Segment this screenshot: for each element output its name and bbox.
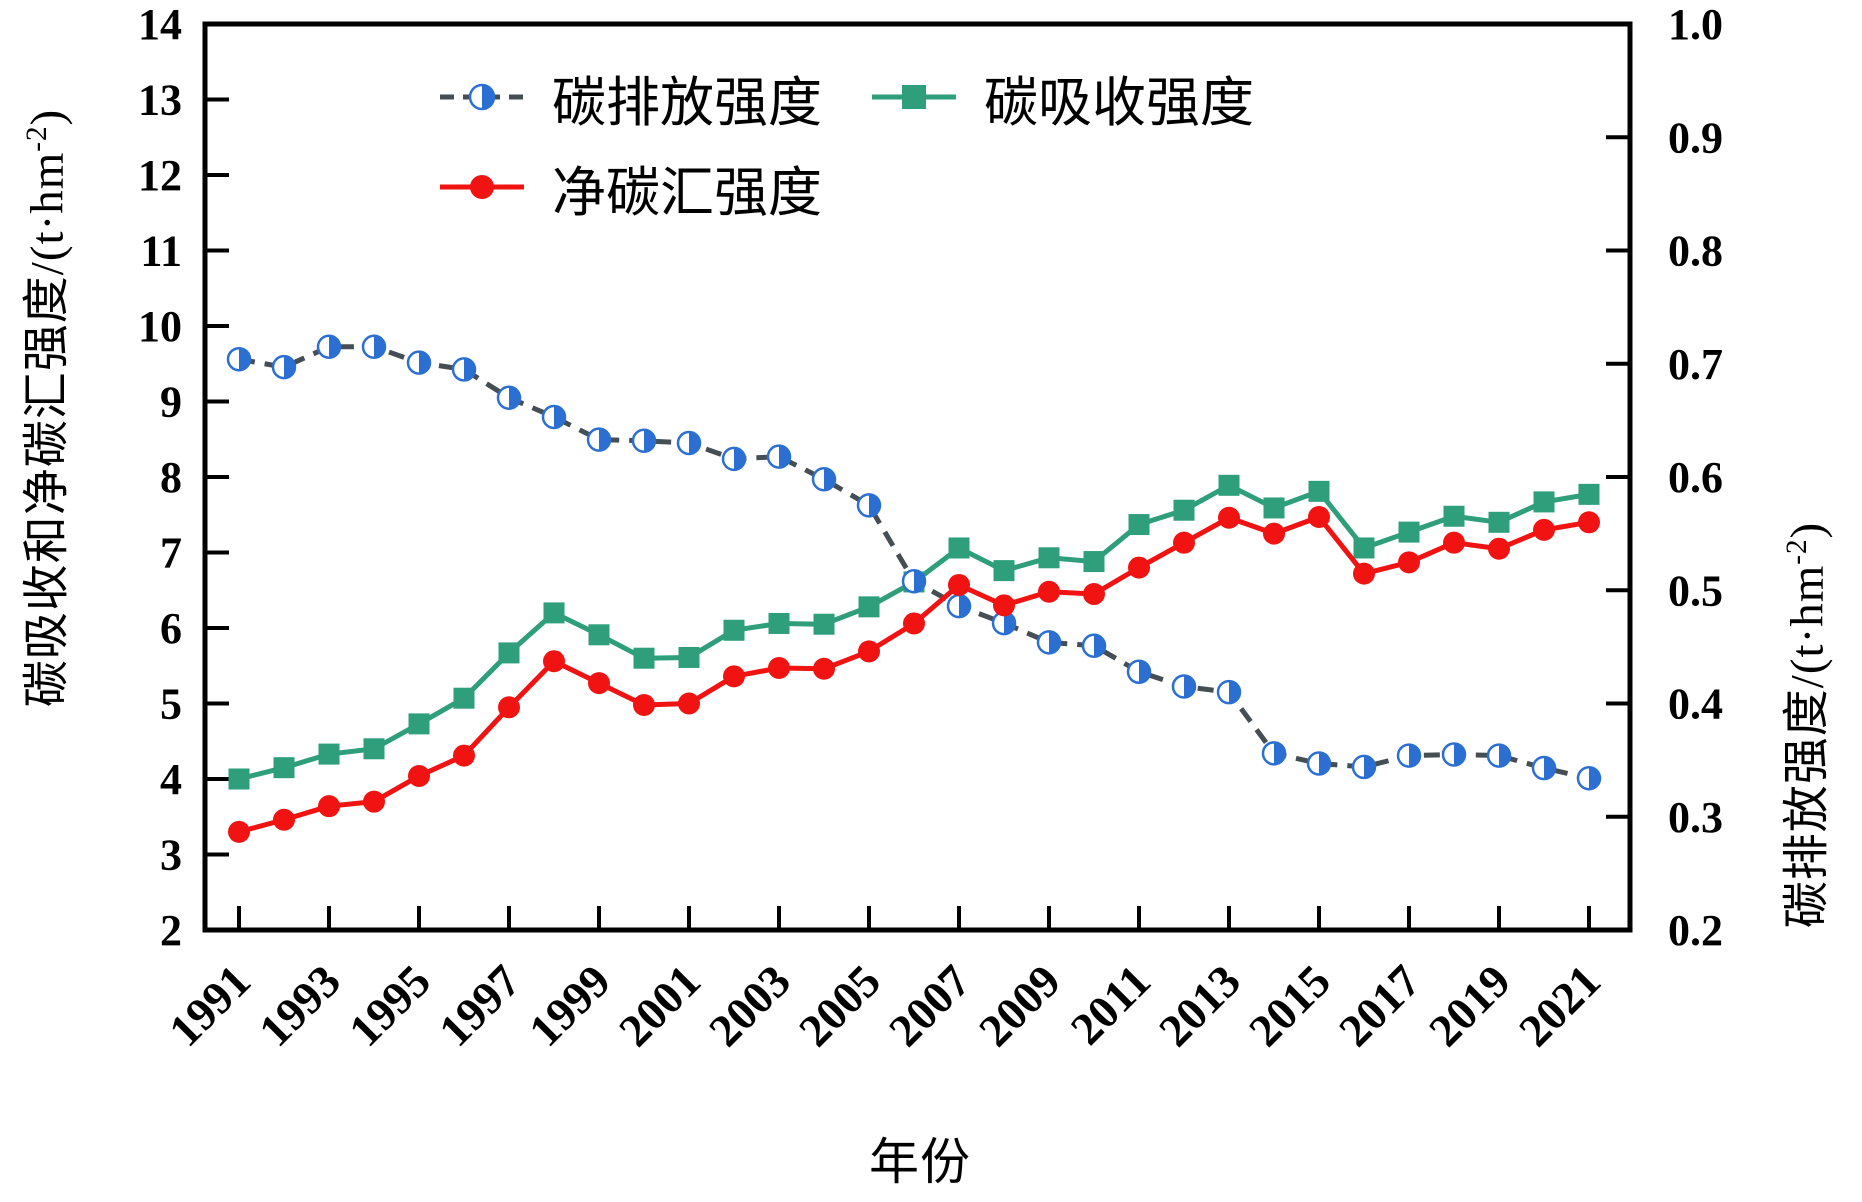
svg-text:2007: 2007 xyxy=(879,955,980,1056)
svg-text:2: 2 xyxy=(160,906,182,955)
svg-text:2011: 2011 xyxy=(1061,955,1160,1054)
svg-text:3: 3 xyxy=(160,831,182,880)
svg-text:1997: 1997 xyxy=(429,955,530,1056)
right-axis-title: 碳排放强度/(t·hm-2) xyxy=(1768,522,1837,928)
svg-text:0.7: 0.7 xyxy=(1668,340,1723,389)
legend-item-absorption-intensity: 碳吸收强度 xyxy=(872,66,1254,133)
legend-marker-absorption-square-icon xyxy=(872,85,956,109)
right-axis-title-text: 碳排放强度/(t·hm xyxy=(1781,564,1834,929)
svg-text:0.4: 0.4 xyxy=(1668,680,1723,729)
right-axis-title-close: ) xyxy=(1781,521,1834,539)
svg-text:13: 13 xyxy=(138,76,182,125)
left-axis-title-superscript: -2 xyxy=(20,125,53,152)
svg-text:2005: 2005 xyxy=(789,955,890,1056)
svg-text:10: 10 xyxy=(138,302,182,351)
svg-text:2003: 2003 xyxy=(699,955,800,1056)
left-axis-title-close: ) xyxy=(21,108,74,126)
svg-text:2015: 2015 xyxy=(1239,955,1340,1056)
svg-text:0.2: 0.2 xyxy=(1668,906,1723,955)
svg-text:9: 9 xyxy=(160,378,182,427)
svg-text:0.5: 0.5 xyxy=(1668,566,1723,615)
svg-text:2019: 2019 xyxy=(1419,955,1520,1056)
legend-label-emission: 碳排放强度 xyxy=(552,72,822,133)
svg-text:2017: 2017 xyxy=(1329,955,1430,1056)
svg-text:1995: 1995 xyxy=(339,955,440,1056)
right-axis-title-superscript: -2 xyxy=(1780,538,1813,565)
svg-text:11: 11 xyxy=(140,227,182,276)
svg-text:14: 14 xyxy=(138,0,182,49)
svg-text:8: 8 xyxy=(160,453,182,502)
svg-text:12: 12 xyxy=(138,151,182,200)
plot-frame xyxy=(202,21,1633,933)
legend-item-emission-intensity: 碳排放强度 xyxy=(440,66,822,133)
svg-text:2009: 2009 xyxy=(969,955,1070,1056)
legend-label-absorption: 碳吸收强度 xyxy=(984,72,1254,133)
x-axis-tick-labels: 1991199319951997199920012003200520072009… xyxy=(159,955,1610,1056)
series-net-sink-intensity xyxy=(228,506,1600,843)
legend-marker-emission-half-circle-icon xyxy=(440,83,524,111)
svg-text:6: 6 xyxy=(160,604,182,653)
x-axis-title: 年份 xyxy=(869,1134,971,1190)
svg-text:2013: 2013 xyxy=(1149,955,1250,1056)
legend-label-net-sink: 净碳汇强度 xyxy=(552,162,822,223)
svg-text:7: 7 xyxy=(160,529,182,578)
legend-marker-net-sink-circle-icon xyxy=(440,175,524,199)
svg-text:2001: 2001 xyxy=(609,955,710,1056)
left-axis-title-text: 碳吸收和净碳汇强度/(t·hm xyxy=(21,151,74,708)
left-axis-tick-labels: 2 3 4 5 6 7 8 9 10 11 12 13 14 xyxy=(138,0,182,955)
axis-ticks xyxy=(205,97,1630,930)
svg-text:1993: 1993 xyxy=(249,955,350,1056)
svg-text:5: 5 xyxy=(160,680,182,729)
svg-text:0.3: 0.3 xyxy=(1668,793,1723,842)
svg-text:2021: 2021 xyxy=(1509,955,1610,1056)
svg-text:0.9: 0.9 xyxy=(1668,113,1723,162)
svg-text:0.8: 0.8 xyxy=(1668,227,1723,276)
series-emission-intensity xyxy=(226,334,1602,791)
svg-text:0.6: 0.6 xyxy=(1668,453,1723,502)
svg-text:1.0: 1.0 xyxy=(1668,0,1723,49)
left-axis-title: 碳吸收和净碳汇强度/(t·hm-2) xyxy=(8,109,77,707)
legend-item-net-sink-intensity: 净碳汇强度 xyxy=(440,156,822,223)
svg-text:4: 4 xyxy=(160,755,182,804)
svg-text:1999: 1999 xyxy=(519,955,620,1056)
svg-text:1991: 1991 xyxy=(159,955,260,1056)
right-axis-tick-labels: 0.2 0.3 0.4 0.5 0.6 0.7 0.8 0.9 1.0 xyxy=(1668,0,1723,955)
